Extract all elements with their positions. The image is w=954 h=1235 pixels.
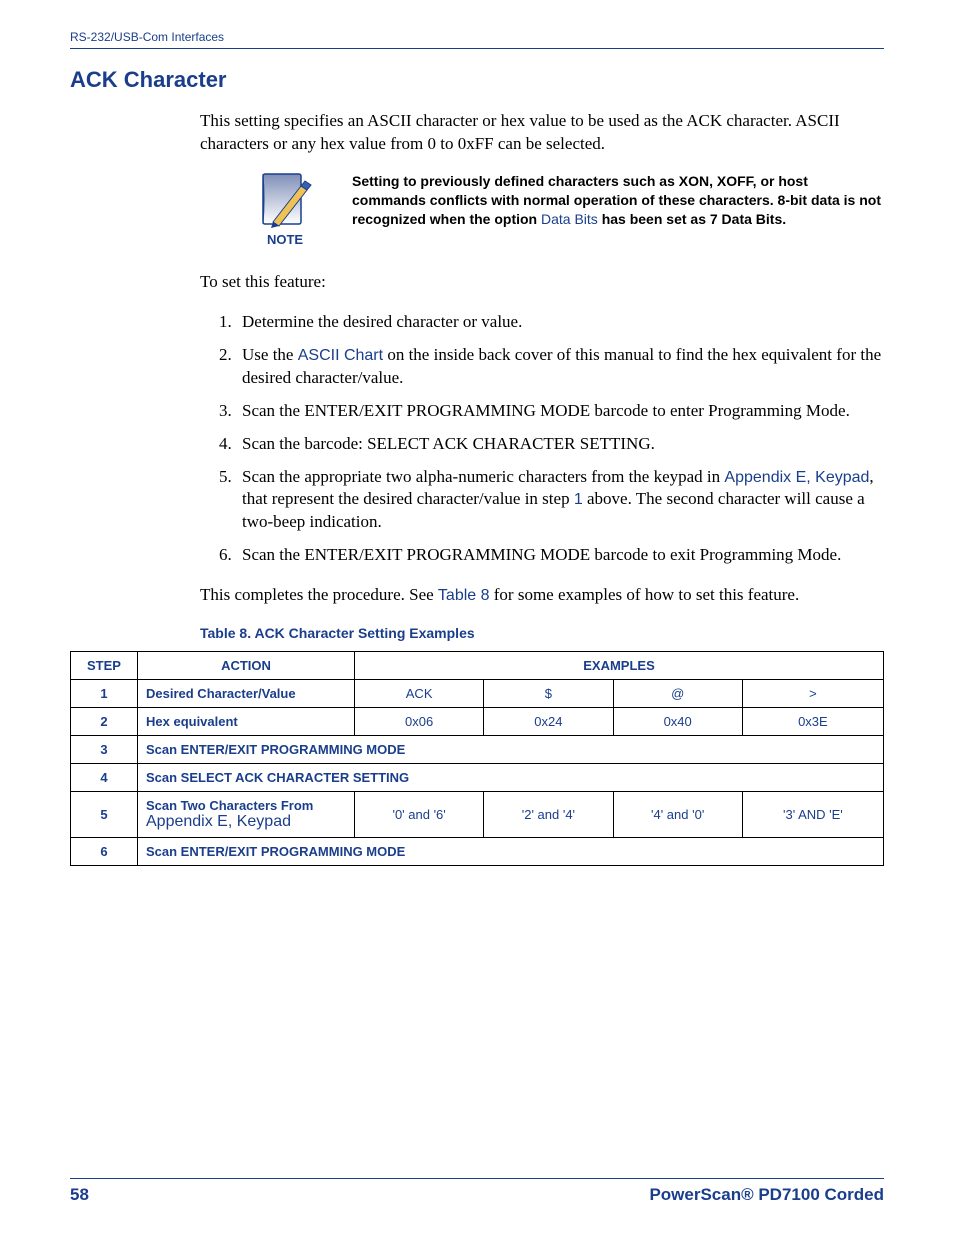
cell-action-pre: Scan Two Characters From [146, 798, 313, 813]
ascii-chart-link[interactable]: ASCII Chart [298, 347, 383, 364]
cell-action-full: Scan ENTER/EXIT PROGRAMMING MODE [138, 838, 884, 866]
cell-action: Desired Character/Value [138, 680, 355, 708]
table-row: 4 Scan SELECT ACK CHARACTER SETTING [71, 764, 884, 792]
section-title: ACK Character [70, 67, 884, 93]
closing-post: for some examples of how to set this fea… [490, 585, 800, 604]
intro-paragraph: This setting specifies an ASCII characte… [200, 110, 884, 156]
note-block: NOTE Setting to previously defined chara… [250, 172, 884, 247]
note-text: Setting to previously defined characters… [352, 172, 884, 229]
cell-ex: ACK [355, 680, 484, 708]
cell-ex: '4' and '0' [613, 792, 742, 838]
data-bits-link[interactable]: Data Bits [541, 211, 598, 227]
running-header: RS-232/USB-Com Interfaces [70, 30, 884, 44]
step-1-backref[interactable]: 1 [574, 491, 583, 508]
th-step: STEP [71, 652, 138, 680]
step-3: Scan the ENTER/EXIT PROGRAMMING MODE bar… [236, 400, 884, 423]
th-examples: EXAMPLES [355, 652, 884, 680]
steps-list: Determine the desired character or value… [200, 311, 884, 567]
cell-step: 1 [71, 680, 138, 708]
appendix-e-link[interactable]: Appendix E, Keypad [724, 469, 869, 486]
cell-ex: > [742, 680, 883, 708]
header-rule [70, 48, 884, 49]
page-footer: 58 PowerScan® PD7100 Corded [70, 1178, 884, 1205]
table-row: 3 Scan ENTER/EXIT PROGRAMMING MODE [71, 736, 884, 764]
step-1: Determine the desired character or value… [236, 311, 884, 334]
note-text-post: has been set as 7 Data Bits. [598, 211, 786, 227]
to-set-label: To set this feature: [200, 271, 884, 294]
cell-action: Hex equivalent [138, 708, 355, 736]
cell-step: 6 [71, 838, 138, 866]
step-2: Use the ASCII Chart on the inside back c… [236, 344, 884, 390]
table-header-row: STEP ACTION EXAMPLES [71, 652, 884, 680]
cell-ex: 0x40 [613, 708, 742, 736]
table-caption: Table 8. ACK Character Setting Examples [200, 625, 884, 641]
cell-step: 4 [71, 764, 138, 792]
cell-ex: 0x24 [484, 708, 613, 736]
table-row: 6 Scan ENTER/EXIT PROGRAMMING MODE [71, 838, 884, 866]
product-name: PowerScan® PD7100 Corded [649, 1185, 884, 1205]
closing-paragraph: This completes the procedure. See Table … [200, 584, 884, 607]
cell-action-full: Scan ENTER/EXIT PROGRAMMING MODE [138, 736, 884, 764]
step-5: Scan the appropriate two alpha-numeric c… [236, 466, 884, 535]
note-label: NOTE [250, 232, 320, 247]
examples-table: STEP ACTION EXAMPLES 1 Desired Character… [70, 651, 884, 866]
cell-ex: '3' AND 'E' [742, 792, 883, 838]
table-row: 2 Hex equivalent 0x06 0x24 0x40 0x3E [71, 708, 884, 736]
cell-ex: 0x06 [355, 708, 484, 736]
cell-ex: $ [484, 680, 613, 708]
th-action: ACTION [138, 652, 355, 680]
cell-step: 5 [71, 792, 138, 838]
step-2-pre: Use the [242, 345, 298, 364]
footer-rule [70, 1178, 884, 1179]
cell-action: Scan Two Characters From Appendix E, Key… [138, 792, 355, 838]
step-6: Scan the ENTER/EXIT PROGRAMMING MODE bar… [236, 544, 884, 567]
cell-ex: '0' and '6' [355, 792, 484, 838]
cell-step: 3 [71, 736, 138, 764]
note-icon [257, 172, 313, 228]
appendix-e-table-link[interactable]: Appendix E, Keypad [146, 813, 291, 830]
closing-pre: This completes the procedure. See [200, 585, 438, 604]
step-4: Scan the barcode: SELECT ACK CHARACTER S… [236, 433, 884, 456]
step-5-pre: Scan the appropriate two alpha-numeric c… [242, 467, 724, 486]
table-8-link[interactable]: Table 8 [438, 587, 490, 604]
table-row: 5 Scan Two Characters From Appendix E, K… [71, 792, 884, 838]
cell-ex: 0x3E [742, 708, 883, 736]
page-number: 58 [70, 1185, 89, 1205]
cell-ex: '2' and '4' [484, 792, 613, 838]
table-row: 1 Desired Character/Value ACK $ @ > [71, 680, 884, 708]
cell-step: 2 [71, 708, 138, 736]
cell-action-full: Scan SELECT ACK CHARACTER SETTING [138, 764, 884, 792]
cell-ex: @ [613, 680, 742, 708]
